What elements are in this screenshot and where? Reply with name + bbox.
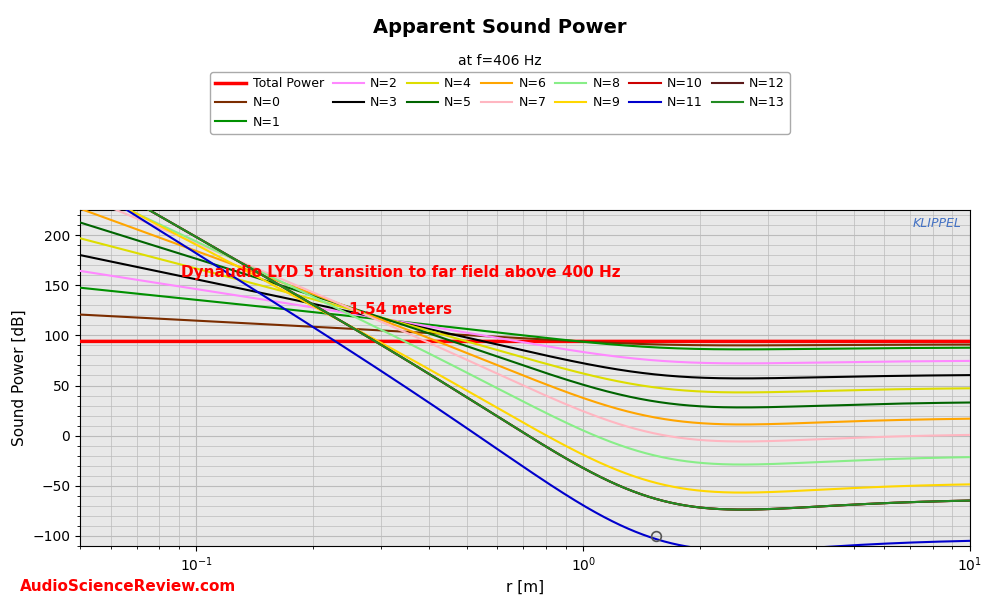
X-axis label: r [m]: r [m] [506, 580, 544, 595]
Y-axis label: Sound Power [dB]: Sound Power [dB] [12, 310, 27, 446]
Text: KLIPPEL: KLIPPEL [912, 217, 961, 230]
Text: Apparent Sound Power: Apparent Sound Power [373, 18, 627, 37]
Text: 1.54 meters: 1.54 meters [349, 302, 452, 317]
Text: AudioScienceReview.com: AudioScienceReview.com [20, 579, 236, 594]
Text: Dynaudio LYD 5 transition to far field above 400 Hz: Dynaudio LYD 5 transition to far field a… [181, 265, 620, 280]
Legend: Total Power, N=0, N=1, N=2, N=3, N=4, N=5, N=6, N=7, N=8, N=9, N=10, N=11, N=12,: Total Power, N=0, N=1, N=2, N=3, N=4, N=… [210, 72, 790, 134]
Text: at f=406 Hz: at f=406 Hz [458, 54, 542, 68]
